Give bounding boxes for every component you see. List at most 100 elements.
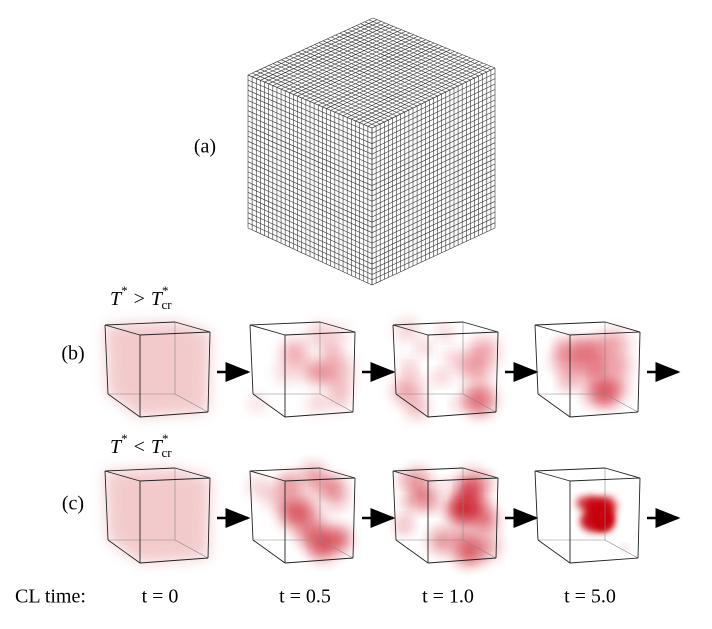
blob xyxy=(304,361,325,382)
blob xyxy=(452,398,463,409)
cube-edge xyxy=(319,321,356,333)
cube-edge xyxy=(284,331,356,336)
density-field xyxy=(553,330,630,408)
blob xyxy=(606,353,630,378)
mesh-line xyxy=(347,57,471,118)
cube-edge xyxy=(104,467,176,472)
blob xyxy=(472,354,487,370)
density-field xyxy=(105,468,210,563)
blob xyxy=(457,540,482,566)
cube-edge xyxy=(637,331,641,413)
mesh-line xyxy=(247,207,373,265)
mesh-line xyxy=(247,202,373,260)
mesh-line xyxy=(247,227,373,286)
time-label: CL time: xyxy=(15,586,86,608)
cube-edge xyxy=(427,331,499,336)
mesh-line xyxy=(371,211,496,270)
cube-edge xyxy=(569,557,639,564)
cube-edge xyxy=(537,539,571,564)
cube-edge xyxy=(174,539,209,559)
blob xyxy=(248,477,267,496)
cube-edge xyxy=(139,331,211,336)
cube-edge xyxy=(637,477,641,559)
cube-edge xyxy=(427,411,497,418)
cube-edge xyxy=(427,477,499,482)
panel-label: (c) xyxy=(62,493,84,515)
cube-edge xyxy=(604,393,639,413)
condition: T* > T* cr xyxy=(110,283,172,312)
cube-edge xyxy=(104,470,109,541)
cube-edge xyxy=(174,321,211,333)
time-value: t = 0.5 xyxy=(279,586,331,608)
mesh-line xyxy=(371,217,496,275)
mesh-line xyxy=(372,17,496,69)
density-field xyxy=(105,322,210,417)
cube-edge xyxy=(392,321,464,326)
mesh-line xyxy=(371,206,496,265)
panel-label: (a) xyxy=(194,136,216,158)
blob xyxy=(249,395,265,412)
cube-edge xyxy=(284,477,356,482)
cube-edge xyxy=(392,470,397,541)
blob xyxy=(438,480,451,492)
blob xyxy=(560,372,576,388)
cube-edge xyxy=(249,467,321,472)
blob xyxy=(291,497,319,526)
blob xyxy=(399,473,411,486)
blob xyxy=(402,492,423,512)
blob xyxy=(576,354,587,365)
mesh-line xyxy=(368,19,492,71)
blob xyxy=(330,393,348,412)
cube-edge xyxy=(534,470,539,541)
cube-edge xyxy=(252,539,286,564)
time-value: t = 0 xyxy=(142,586,179,608)
mesh-line xyxy=(351,59,475,120)
blob xyxy=(312,541,327,555)
blob xyxy=(324,352,353,381)
panel-label: (b) xyxy=(61,343,84,365)
cube-edge xyxy=(534,467,606,472)
mesh-cube xyxy=(247,17,496,286)
blob xyxy=(330,325,348,344)
blob xyxy=(471,366,489,384)
blob xyxy=(284,344,303,362)
mesh-line xyxy=(371,227,496,286)
blob xyxy=(574,339,589,355)
blob xyxy=(275,361,299,384)
cube-edge xyxy=(495,331,499,413)
cube-edge xyxy=(284,411,354,418)
cube-edge xyxy=(139,411,209,418)
mesh-line xyxy=(363,64,487,125)
density-fill xyxy=(105,468,210,563)
cube-edge xyxy=(427,557,497,564)
mesh-line xyxy=(364,21,487,73)
blob xyxy=(281,480,304,502)
cube-edge xyxy=(534,470,571,482)
condition: T* < T* cr xyxy=(110,431,172,460)
cube-edge xyxy=(604,539,639,559)
cube-edge xyxy=(174,467,211,479)
blob xyxy=(306,393,327,415)
cube-edge xyxy=(392,324,397,395)
cube-edge xyxy=(392,470,429,482)
cube-edge xyxy=(249,321,321,326)
cube-edge xyxy=(352,477,356,559)
simulation-cubes xyxy=(104,318,681,566)
blob xyxy=(395,318,419,342)
cube-edge xyxy=(174,393,209,413)
cube-edge xyxy=(207,477,211,559)
mesh-line xyxy=(367,66,492,127)
blob xyxy=(603,330,629,357)
blob xyxy=(480,474,492,487)
cube-edge xyxy=(569,411,639,418)
blob xyxy=(416,340,432,355)
blob xyxy=(438,326,451,339)
cube-edge xyxy=(319,539,354,559)
blob xyxy=(316,477,333,495)
cube-edge xyxy=(104,324,109,395)
cube-edge xyxy=(569,331,641,336)
mesh-line xyxy=(371,222,496,281)
blob xyxy=(470,340,489,358)
cube-edge xyxy=(104,324,141,336)
density-fill xyxy=(105,322,210,417)
